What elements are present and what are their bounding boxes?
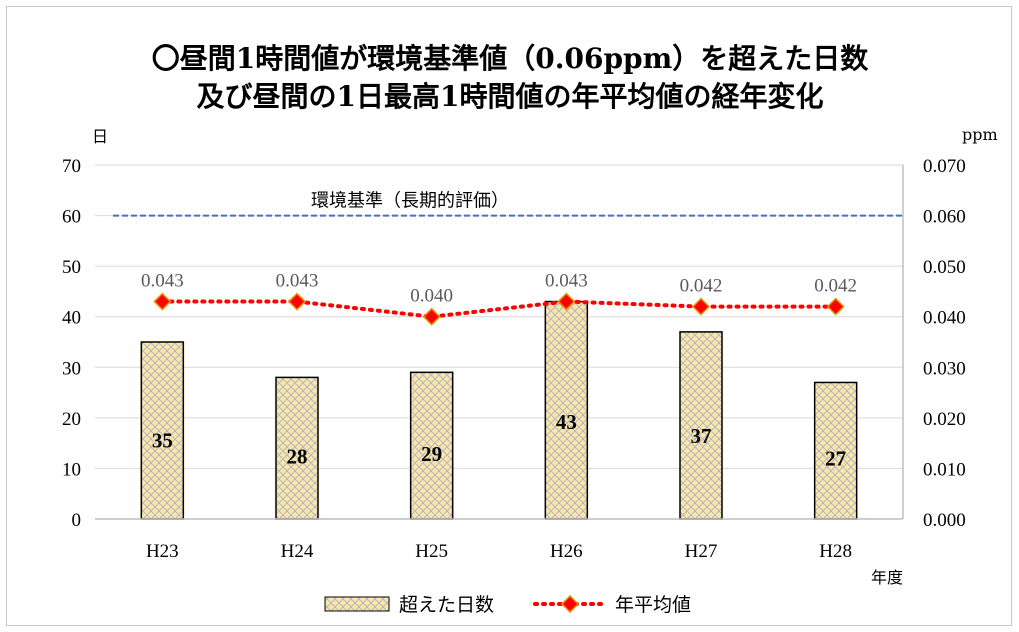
line-data-label: 0.043: [276, 271, 319, 292]
gridlines: [95, 164, 903, 469]
y-right-tick-label: 0.030: [923, 358, 966, 379]
x-axis-label: 年度: [871, 568, 903, 587]
bar: [679, 331, 723, 520]
y-left-tick-labels: 0 10 20 30 40 50 60 70: [62, 156, 81, 531]
legend-line-marker: [560, 594, 580, 614]
x-category-label: H26: [550, 541, 583, 562]
x-category-label: H25: [415, 541, 448, 562]
chart-title-line-2: 及び昼間の1日最高1時間値の年平均値の経年変化: [197, 80, 824, 113]
legend-line-label: 年平均値: [615, 594, 691, 616]
line-data-label: 0.043: [545, 271, 588, 292]
y-left-tick-label: 30: [62, 358, 81, 379]
line-series-path: [160, 299, 838, 319]
x-category-label: H28: [819, 541, 852, 562]
bar-series: [140, 300, 858, 520]
bar: [140, 341, 185, 520]
reference-line-group: 環境基準（長期的評価）: [113, 191, 903, 217]
bar: [409, 371, 454, 520]
y-right-tick-label: 0.010: [923, 459, 966, 480]
y-right-unit-label: ppm: [962, 125, 998, 144]
line-data-label: 0.043: [141, 271, 184, 292]
legend: 超えた日数 年平均値: [324, 594, 691, 616]
line-marker: [557, 292, 576, 311]
line-marker: [422, 307, 441, 326]
y-left-tick-label: 60: [62, 207, 81, 228]
x-category-labels: H23 H24 H25 H26 H27 H28: [146, 541, 852, 562]
line-series: [153, 292, 845, 326]
bar-data-label: 37: [691, 424, 712, 448]
y-left-tick-label: 50: [62, 257, 81, 278]
line-data-label: 0.042: [814, 276, 857, 297]
y-right-tick-labels: 0.000 0.010 0.020 0.030 0.040 0.050 0.060 0.070: [923, 156, 966, 531]
bar-data-label: 29: [421, 442, 442, 466]
axes: [95, 165, 904, 520]
y-left-tick-label: 0: [72, 510, 82, 531]
bar-data-label: 35: [152, 428, 173, 452]
reference-line-label: 環境基準（長期的評価）: [311, 191, 509, 212]
y-left-tick-label: 70: [62, 156, 81, 177]
y-right-tick-label: 0.020: [923, 409, 966, 430]
y-right-tick-label: 0.050: [923, 257, 966, 278]
x-category-label: H27: [685, 541, 718, 562]
bar-data-label: 27: [825, 447, 846, 471]
y-left-unit-label: 日: [92, 127, 108, 146]
y-right-tick-label: 0.070: [923, 156, 966, 177]
line-marker: [287, 292, 307, 311]
bar-data-label: 28: [287, 444, 308, 468]
line-data-label: 0.042: [680, 276, 723, 297]
chart: 〇昼間1時間値が環境基準値（0.06ppm）を超えた日数 及び昼間の1日最高1時…: [62, 42, 998, 616]
chart-frame: 〇昼間1時間値が環境基準値（0.06ppm）を超えた日数 及び昼間の1日最高1時…: [6, 6, 1012, 626]
chart-title-line-1: 〇昼間1時間値が環境基準値（0.06ppm）を超えた日数: [152, 42, 869, 75]
x-category-label: H24: [281, 541, 314, 562]
bar-data-labels: 35 28 29 43 37 27: [152, 410, 846, 470]
y-right-tick-label: 0.040: [923, 308, 966, 329]
y-right-tick-label: 0.000: [923, 510, 966, 531]
y-left-tick-label: 10: [62, 459, 81, 480]
x-category-label: H23: [146, 541, 179, 562]
line-marker: [153, 292, 172, 311]
line-data-label: 0.040: [410, 286, 453, 307]
legend-bar-swatch: [324, 596, 390, 612]
y-right-tick-label: 0.060: [923, 207, 966, 228]
line-marker: [826, 297, 845, 316]
y-left-tick-label: 20: [62, 409, 81, 430]
line-data-labels: 0.043 0.043 0.040 0.043 0.042 0.042: [141, 271, 857, 307]
bar: [275, 376, 319, 520]
line-marker: [691, 297, 711, 316]
legend-bar-label: 超えた日数: [399, 594, 494, 616]
y-left-tick-label: 40: [62, 308, 81, 329]
bar-data-label: 43: [556, 410, 577, 434]
